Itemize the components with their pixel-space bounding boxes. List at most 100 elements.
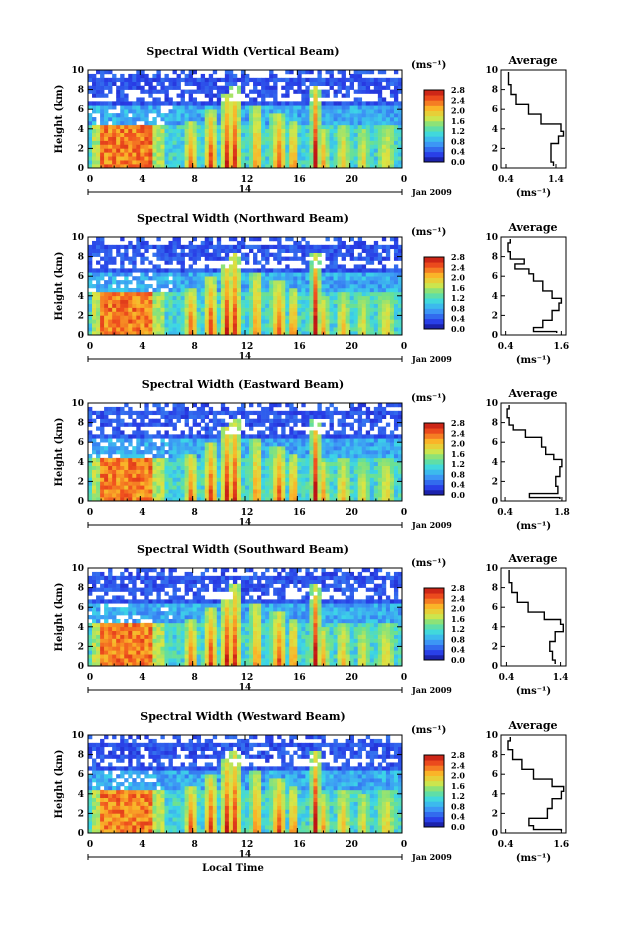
heatmap-cell — [309, 299, 314, 304]
heatmap-cell — [156, 493, 161, 498]
heatmap-cell — [132, 117, 137, 122]
heatmap-cell — [168, 81, 173, 86]
heatmap-cell — [88, 438, 93, 443]
heatmap-cell — [285, 457, 290, 463]
heatmap-cell — [220, 303, 226, 308]
heatmap-cell — [353, 152, 359, 157]
heatmap-cell — [357, 323, 363, 328]
heatmap-cell — [329, 403, 334, 408]
heatmap-cell — [172, 81, 177, 86]
heatmap-cell — [112, 272, 117, 277]
heatmap-cell — [365, 128, 371, 134]
heatmap-cell — [253, 299, 258, 304]
heatmap-cell — [337, 77, 342, 83]
heatmap-cell — [156, 101, 161, 106]
heatmap-cell — [192, 446, 197, 451]
heatmap-cell — [228, 128, 234, 134]
heatmap-cell — [365, 303, 371, 308]
heatmap-cell — [245, 438, 250, 443]
heatmap-cell — [297, 497, 302, 502]
heatmap-cell — [261, 109, 266, 114]
heatmap-cell — [112, 124, 117, 130]
heatmap-cell — [124, 144, 129, 149]
heatmap-cell — [176, 148, 181, 153]
heatmap-cell — [112, 120, 117, 126]
heatmap-cell — [156, 295, 161, 301]
heatmap-cell — [317, 268, 322, 273]
heatmap-cell — [301, 422, 306, 427]
heatmap-cell — [397, 144, 403, 149]
heatmap-cell — [385, 81, 391, 86]
heatmap-cell — [88, 101, 93, 106]
heatmap-cell — [285, 160, 290, 165]
average-frame — [500, 69, 567, 169]
heatmap-cell — [285, 299, 290, 304]
colorbar-segment — [424, 262, 444, 268]
heatmap-cell — [224, 276, 230, 281]
heatmap-cell — [240, 315, 246, 320]
heatmap-cell — [265, 295, 270, 301]
heatmap-cell — [397, 136, 403, 141]
heatmap-cell — [317, 477, 322, 482]
heatmap-cell — [136, 164, 141, 169]
heatmap-cell — [297, 101, 302, 106]
heatmap-cell — [285, 113, 290, 118]
heatmap-cell — [245, 252, 250, 257]
heatmap-cell — [104, 295, 109, 301]
heatmap-cell — [164, 489, 169, 494]
heatmap-cell — [124, 81, 129, 86]
heatmap-cell — [156, 430, 161, 435]
heatmap-cell — [236, 299, 242, 304]
heatmap-cell — [184, 485, 189, 490]
heatmap-cell — [393, 237, 399, 242]
heatmap-cell — [313, 136, 318, 141]
heatmap-cell — [261, 477, 266, 482]
heatmap-cell — [196, 160, 202, 165]
heatmap-cell — [216, 156, 222, 161]
heatmap-cell — [216, 89, 222, 94]
heatmap-cell — [128, 105, 133, 110]
heatmap-cell — [249, 299, 254, 304]
heatmap-cell — [216, 315, 222, 320]
heatmap-cell — [212, 497, 218, 502]
heatmap-cell — [381, 117, 387, 122]
heatmap-cell — [112, 291, 117, 297]
heatmap-cell — [305, 319, 310, 324]
heatmap-cell — [216, 240, 222, 246]
heatmap-cell — [365, 299, 371, 304]
heatmap-cell — [357, 237, 363, 242]
heatmap-cell — [345, 148, 350, 153]
heatmap-cell — [128, 489, 133, 494]
heatmap-cell — [88, 164, 93, 169]
heatmap-cell — [224, 469, 230, 474]
heatmap-cell — [144, 414, 149, 419]
heatmap-cell — [245, 295, 250, 301]
heatmap-cell — [393, 331, 399, 336]
heatmap-cell — [148, 311, 153, 316]
heatmap-cell — [273, 434, 278, 439]
heatmap-cell — [96, 156, 101, 161]
heatmap-cell — [353, 89, 359, 94]
heatmap-cell — [188, 446, 193, 451]
heatmap-cell — [289, 81, 294, 86]
heatmap-cell — [212, 117, 218, 122]
heatmap-cell — [108, 299, 113, 304]
heatmap-cell — [140, 136, 145, 141]
heatmap-cell — [100, 473, 105, 478]
heatmap-cell — [285, 493, 290, 498]
heatmap-cell — [289, 434, 294, 439]
heatmap-cell — [228, 311, 234, 316]
heatmap-cell — [265, 85, 270, 90]
heatmap-cell — [212, 461, 218, 467]
heatmap-cell — [144, 481, 149, 486]
heatmap-cell — [381, 109, 387, 114]
heatmap-cell — [160, 307, 165, 312]
heatmap-cell — [196, 77, 202, 83]
heatmap-cell — [152, 497, 157, 502]
heatmap-cell — [164, 260, 169, 265]
heatmap-cell — [228, 323, 234, 328]
heatmap-cell — [257, 473, 262, 478]
heatmap-cell — [168, 85, 173, 90]
heatmap-cell — [104, 148, 109, 153]
heatmap-cell — [305, 299, 310, 304]
